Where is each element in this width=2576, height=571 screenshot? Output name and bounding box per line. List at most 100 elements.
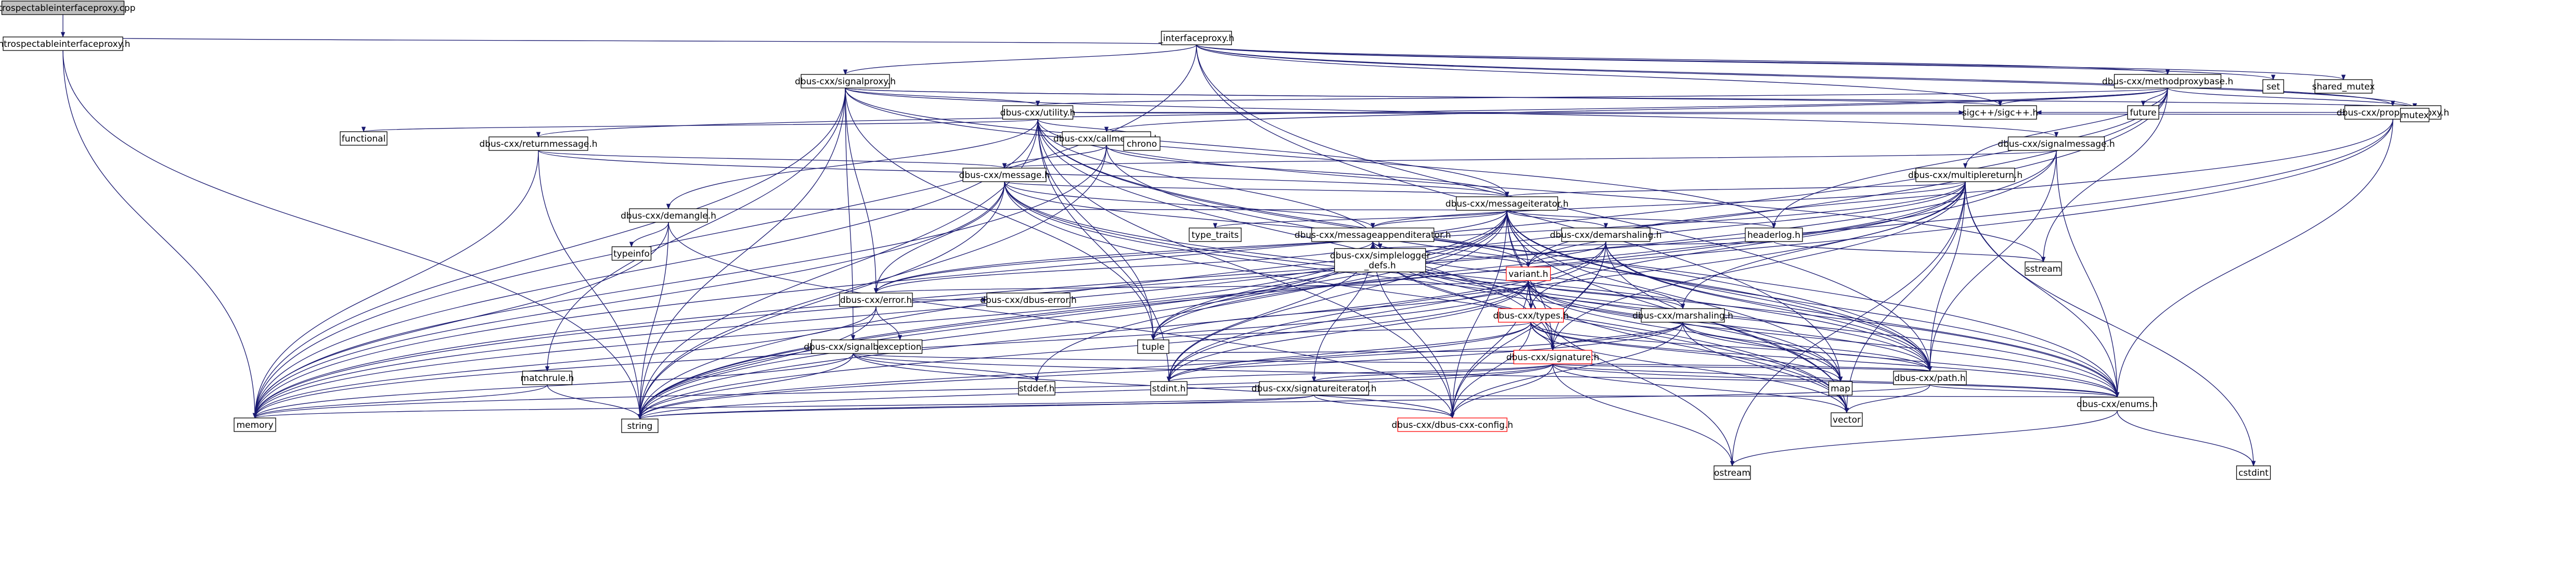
node-box <box>2080 397 2154 411</box>
node-label: chrono <box>1127 139 1157 149</box>
edge-msgiter-to-stddef <box>1034 210 1508 383</box>
node-dbus-cxx-message-h[interactable]: dbus-cxx/message.h <box>959 168 1050 182</box>
node-box <box>2262 79 2284 94</box>
node-stddef-h: stddef.h <box>1018 381 1055 396</box>
node-dbus-cxx-signatureiterator-h[interactable]: dbus-cxx/signatureiterator.h <box>1252 381 1377 396</box>
edge-sigiter-to-config <box>1313 395 1455 419</box>
node-dbus-cxx-propertyproxy-h[interactable]: dbus-cxx/propertyproxy.h <box>2337 105 2449 120</box>
edge-message-to-error <box>873 181 1005 294</box>
node-box <box>1505 267 1551 281</box>
node-box <box>1963 105 2037 120</box>
node-label: dbus-cxx/marshaling.h <box>1632 311 1733 321</box>
node-box <box>522 371 573 385</box>
edge-demangle-to-config <box>668 222 1455 419</box>
node-shared-mutex: shared_mutex <box>2312 79 2375 94</box>
node-dbus-cxx-utility-h[interactable]: dbus-cxx/utility.h <box>1000 105 1076 120</box>
node-dbus-cxx-signalproxy-h[interactable]: dbus-cxx/signalproxy.h <box>795 74 896 88</box>
node-box <box>962 168 1047 182</box>
node-label: mutex <box>2401 110 2429 121</box>
node-dbus-cxx-signature-h[interactable]: dbus-cxx/signature.h <box>1506 350 1600 364</box>
edge-sigproxy-to-mutex <box>845 87 2416 109</box>
node-dbus-cxx-multiplereturn-h[interactable]: dbus-cxx/multiplereturn.h <box>1908 168 2023 182</box>
edge-sigiter-to-enums <box>1313 392 2118 398</box>
edge-varianth-to-error <box>874 280 1529 294</box>
edge-sigmsg-to-memory <box>252 150 2057 419</box>
edge-utility-to-simplelog <box>1037 119 1383 249</box>
edge-sigbase-to-memory <box>253 353 854 419</box>
node-memory: memory <box>234 417 276 432</box>
node-dbus-cxx-signalmessage-h[interactable]: dbus-cxx/signalmessage.h <box>1998 136 2115 151</box>
edge-varianth-to-tuple <box>1151 280 1529 341</box>
node-label: introspectableinterfaceproxy.cpp <box>0 3 135 14</box>
edge-propproxy-to-enums <box>2115 119 2393 398</box>
node-dbus-cxx-demangle-h[interactable]: dbus-cxx/demangle.h <box>621 208 716 223</box>
node-exception: exception <box>877 339 923 354</box>
edge-demarsh-to-enums <box>1605 241 2120 398</box>
node-box <box>2025 261 2062 276</box>
node-introspectableinterfaceproxy-cpp[interactable]: introspectableinterfaceproxy.cpp <box>0 1 135 15</box>
edge-methproxy-to-memory <box>252 87 2168 419</box>
node-dbus-cxx-messageappenditerator-h[interactable]: dbus-cxx/messageappenditerator.h <box>1295 227 1451 242</box>
edge-signature-to-vector <box>1552 363 1849 414</box>
edge-callmsg-to-message <box>1002 145 1107 169</box>
node-introspectableinterfaceproxy-h[interactable]: introspectableinterfaceproxy.h <box>0 36 130 51</box>
edge-path-to-vector <box>1844 384 1930 414</box>
node-matchrule-h[interactable]: matchrule.h <box>521 371 574 385</box>
node-dbus-cxx-enums-h[interactable]: dbus-cxx/enums.h <box>2077 397 2158 411</box>
node-tuple: tuple <box>1137 339 1169 354</box>
edge-signature-to-sigiter <box>1312 363 1553 383</box>
node-box <box>1498 308 1564 323</box>
node-label: stdint.h <box>1152 384 1186 394</box>
node-dbus-cxx-simplelogger-defs-h[interactable]: dbus-cxx/simplelogger_defs.h <box>1330 248 1431 273</box>
node-label: sstream <box>2026 264 2061 274</box>
node-chrono: chrono <box>1123 136 1161 151</box>
node-label: dbus-cxx/path.h <box>1894 373 1965 384</box>
node-dbus-cxx-dbus-error-h[interactable]: dbus-cxx/dbus-error.h <box>980 293 1077 307</box>
node-label: introspectableinterfaceproxy.h <box>0 39 130 49</box>
node-box <box>1334 248 1426 273</box>
node-dbus-cxx-returnmessage-h[interactable]: dbus-cxx/returnmessage.h <box>479 136 598 151</box>
node-box <box>1831 412 1863 427</box>
edge-message-to-string <box>637 181 1005 420</box>
node-dbus-cxx-dbus-cxx-config-h[interactable]: dbus-cxx/dbus-cxx-config.h <box>1392 417 1513 432</box>
node-headerlog-h[interactable]: headerlog.h <box>1745 227 1803 242</box>
edge-msgappend-to-memory <box>252 241 1373 419</box>
edge-sigbase-to-enums <box>853 353 2119 398</box>
node-dbus-cxx-demarshaling-h[interactable]: dbus-cxx/demarshaling.h <box>1550 227 1662 242</box>
edge-types-to-tuple <box>1151 322 1531 341</box>
node-dbus-cxx-types-h[interactable]: dbus-cxx/types.h <box>1493 308 1569 323</box>
node-future: future <box>2127 105 2159 120</box>
edge-message-to-path <box>1004 181 1933 372</box>
node-interfaceproxy-h[interactable]: _interfaceproxy.h <box>1158 31 1234 45</box>
edge-iproxy-to-sharedmutex <box>1196 44 2346 81</box>
node-dbus-cxx-error-h[interactable]: dbus-cxx/error.h <box>839 293 913 307</box>
node-dbus-cxx-path-h[interactable]: dbus-cxx/path.h <box>1893 371 1967 385</box>
edge-multret-to-marsh <box>1680 181 1966 310</box>
node-box <box>1002 105 1074 120</box>
edge-message-to-msgiter <box>1004 181 1509 198</box>
node-dbus-cxx-messageiterator-h[interactable]: dbus-cxx/messageiterator.h <box>1446 196 1569 211</box>
node-box <box>1150 381 1188 396</box>
node-dbus-cxx-methodproxybase-h[interactable]: dbus-cxx/methodproxybase.h <box>2102 74 2233 88</box>
edge-matchrule-to-string <box>547 384 642 420</box>
edge-demarsh-to-stdint <box>1166 241 1606 383</box>
edge-utility-to-memory <box>252 119 1038 419</box>
edge-msgappend-to-vector <box>1372 241 1849 414</box>
edge-retmsg-to-memory <box>252 150 539 419</box>
node-box <box>611 246 652 261</box>
edge-types-to-path <box>1530 322 1933 372</box>
node-variant-h[interactable]: variant.h <box>1505 267 1551 281</box>
node-box <box>1311 227 1435 242</box>
edge-iproxy-to-propproxy <box>1196 44 2395 107</box>
edge-signature-to-string <box>638 363 1553 420</box>
node-type-traits: type_traits <box>1189 227 1242 242</box>
node-dbus-cxx-marshaling-h[interactable]: dbus-cxx/marshaling.h <box>1632 308 1733 323</box>
edge-callmsg-to-msgiter <box>1106 145 1510 198</box>
node-label: dbus-cxx/methodproxybase.h <box>2102 77 2233 87</box>
edge-demangle-to-typeinfo <box>629 222 669 248</box>
edge-varianth-to-config <box>1450 280 1529 419</box>
edge-methproxy-to-sstream <box>2041 87 2168 263</box>
node-box <box>986 293 1071 307</box>
edge-msgiter-to-headerlog <box>1506 210 1776 229</box>
node-sstream: sstream <box>2025 261 2062 276</box>
